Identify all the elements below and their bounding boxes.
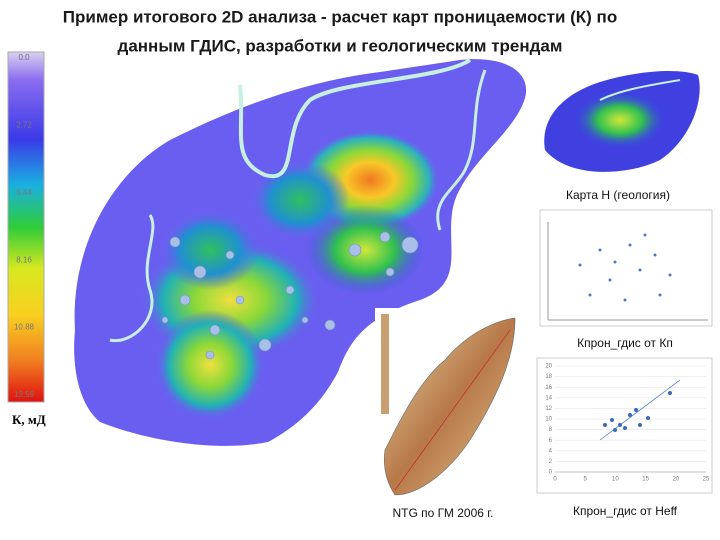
x-tick-label: 15 <box>642 477 649 483</box>
y-tick-label: 4 <box>549 448 553 454</box>
y-tick-label: 20 <box>545 364 552 370</box>
main-map <box>74 58 527 446</box>
color-bar-label: 5.44 <box>16 188 32 197</box>
y-tick-label: 6 <box>549 438 553 444</box>
x-tick-label: 0 <box>553 477 557 483</box>
slide-title-line: данным ГДИС, разработки и геологическим … <box>118 36 563 55</box>
panel-caption: NTG по ГМ 2006 г. <box>393 506 494 520</box>
color-bar <box>7 51 45 403</box>
x-tick-label: 25 <box>703 477 710 483</box>
color-bar-label: 2.72 <box>16 121 32 130</box>
panel-caption: Карта Н (геология) <box>566 188 670 202</box>
color-bar-label: 10.88 <box>14 323 35 332</box>
y-tick-label: 14 <box>545 395 552 401</box>
slide-title-line: Пример итогового 2D анализа - расчет кар… <box>63 7 617 26</box>
x-tick-label: 20 <box>672 477 679 483</box>
color-bar-unit: К, мД <box>12 412 46 427</box>
color-bar-label: 8.16 <box>16 255 32 264</box>
geology-map <box>544 70 700 172</box>
y-tick-label: 16 <box>545 385 552 391</box>
ntg-map <box>375 308 520 500</box>
y-tick-label: 12 <box>545 406 552 412</box>
color-bar-label: 0.0 <box>18 53 30 62</box>
y-tick-label: 8 <box>549 427 553 433</box>
scatter-kp <box>539 209 713 327</box>
x-tick-label: 5 <box>584 477 588 483</box>
y-tick-label: 18 <box>545 374 552 380</box>
y-tick-label: 10 <box>545 417 552 423</box>
panel-caption: Кпрон_гдис от Heff <box>573 504 678 518</box>
color-bar-label: 13.59 <box>14 390 35 399</box>
y-tick-label: 0 <box>549 470 553 476</box>
x-tick-label: 10 <box>612 477 619 483</box>
panel-caption: Кпрон_гдис от Кп <box>577 336 673 350</box>
y-tick-label: 2 <box>549 459 553 465</box>
scatter-heff: 0 2 4 6 8 10 12 14 16 18 20 0 5 10 15 20 25 <box>536 357 713 494</box>
